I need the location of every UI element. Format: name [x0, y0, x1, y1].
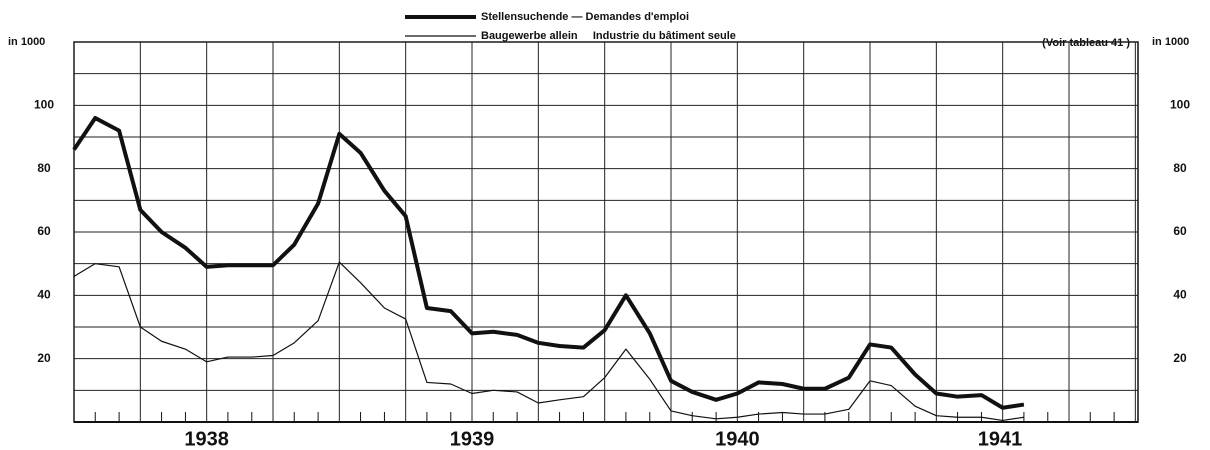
y-axis-label: in 1000: [8, 36, 45, 48]
y-axis-label-right: in 1000: [1152, 36, 1189, 48]
data-line: [72, 116, 1025, 410]
year-label: 1939: [450, 428, 495, 450]
y-tick-label: 100: [34, 98, 54, 112]
legend-label: Baugewerbe allein Industrie du bâtiment …: [481, 30, 736, 42]
y-tick-label-right: 40: [1173, 288, 1187, 302]
year-label: 1940: [715, 428, 760, 450]
y-tick-label: 80: [37, 161, 51, 175]
y-tick-label-right: 60: [1173, 224, 1187, 238]
annotation: (Voir tableau 41 ): [1042, 37, 1130, 49]
legend-label: Stellensuchende — Demandes d'emploi: [481, 11, 689, 23]
y-tick-label-right: 20: [1173, 351, 1187, 365]
y-tick-label: 40: [37, 288, 51, 302]
y-tick-label-right: 80: [1173, 161, 1187, 175]
data-line: [73, 261, 1024, 422]
y-tick-label: 20: [37, 351, 51, 365]
year-label: 1938: [184, 428, 229, 450]
year-label: 1941: [978, 428, 1023, 450]
y-tick-label-right: 100: [1170, 98, 1190, 112]
y-tick-label: 60: [37, 224, 51, 238]
